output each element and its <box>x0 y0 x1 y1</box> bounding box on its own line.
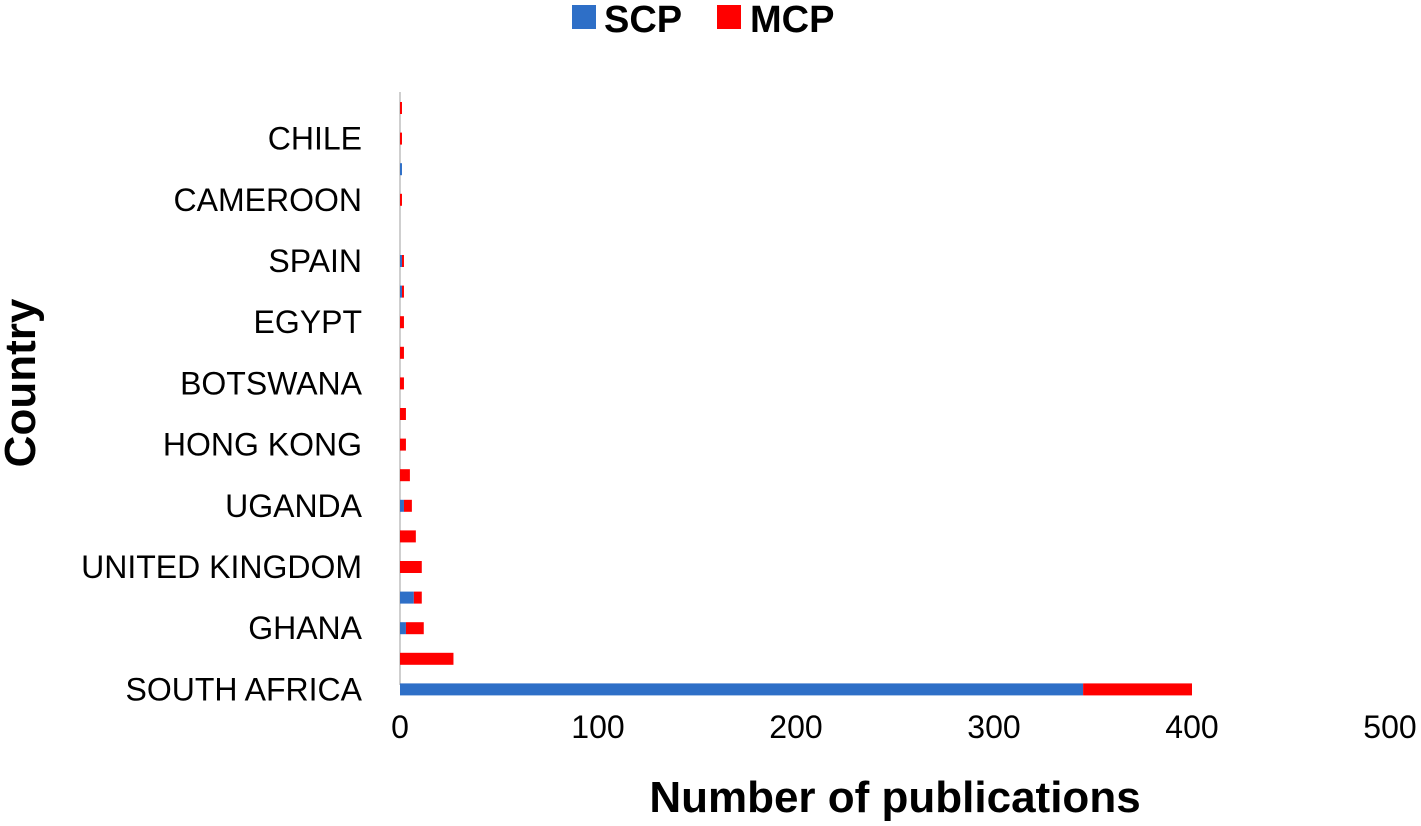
bar-mcp-7 <box>400 469 410 482</box>
bar-mcp-19 <box>400 102 402 114</box>
y-axis-title: Country <box>0 298 45 467</box>
bar-scp-2 <box>400 622 406 635</box>
bar-scp-6 <box>400 499 404 512</box>
bar-mcp-0 <box>1083 683 1192 696</box>
y-tick-label: CAMEROON <box>174 182 362 218</box>
x-tick-label: 0 <box>391 709 409 745</box>
bar-mcp-8 <box>400 438 406 451</box>
x-tick-label: 100 <box>571 709 624 745</box>
bar-mcp-9 <box>400 408 406 420</box>
x-tick-label: 300 <box>967 709 1020 745</box>
x-tick-labels: 0 100 200 300 400 500 <box>391 709 1417 745</box>
bar-scp-13 <box>400 285 402 298</box>
bar-mcp-16 <box>400 193 402 206</box>
bar-mcp-11 <box>400 346 404 359</box>
legend-label-scp: SCP <box>604 0 682 41</box>
bar-mcp-12 <box>400 316 404 329</box>
y-tick-label: HONG KONG <box>163 427 362 463</box>
y-tick-label: SPAIN <box>268 243 362 279</box>
y-tick-label: SOUTH AFRICA <box>126 671 363 707</box>
bar-scp-3 <box>400 591 414 604</box>
bar-mcp-1 <box>400 652 454 665</box>
bar-mcp-18 <box>400 132 402 145</box>
bar-scp-14 <box>400 255 402 267</box>
y-tick-label: UNITED KINGDOM <box>81 549 362 585</box>
legend-swatch-scp <box>572 5 596 29</box>
bars <box>400 102 1192 696</box>
bar-mcp-14 <box>401 255 404 267</box>
bar-mcp-5 <box>400 530 416 543</box>
legend-label-mcp: MCP <box>750 0 834 41</box>
x-tick-label: 200 <box>769 709 822 745</box>
legend: SCP MCP <box>572 0 834 41</box>
x-tick-label: 400 <box>1165 709 1218 745</box>
bar-mcp-13 <box>401 285 404 298</box>
bar-scp-17 <box>400 163 402 176</box>
legend-swatch-mcp <box>717 5 741 29</box>
y-tick-label: BOTSWANA <box>180 365 363 401</box>
bar-mcp-3 <box>413 591 422 604</box>
bar-mcp-4 <box>400 561 422 573</box>
x-tick-label: 500 <box>1363 709 1416 745</box>
bar-scp-0 <box>400 683 1084 696</box>
y-tick-label: EGYPT <box>254 304 362 340</box>
y-tick-label: UGANDA <box>225 488 363 524</box>
bar-mcp-2 <box>405 622 424 635</box>
y-tick-labels: SOUTH AFRICA GHANA UNITED KINGDOM UGANDA HON… <box>81 121 363 708</box>
bar-mcp-6 <box>403 499 412 512</box>
y-tick-label: GHANA <box>248 610 362 646</box>
x-axis-title: Number of publications <box>649 773 1140 821</box>
y-tick-label: CHILE <box>268 121 362 157</box>
bar-mcp-10 <box>400 377 404 390</box>
